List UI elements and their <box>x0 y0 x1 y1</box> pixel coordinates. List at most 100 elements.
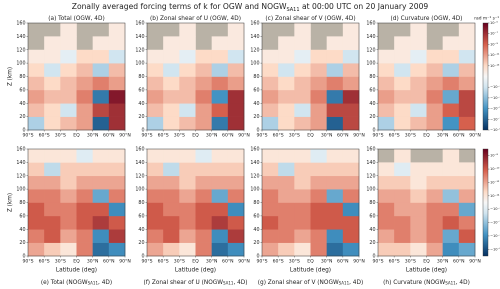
heat-cell <box>442 36 460 51</box>
colorbar-tick-label: 10⁻¹¹ <box>490 53 500 57</box>
heat-cell <box>108 76 126 91</box>
heat-cell <box>310 202 327 217</box>
heat-cell <box>262 116 279 131</box>
y-tick-label: 40 <box>19 227 25 233</box>
y-tick-label: 120 <box>135 173 144 179</box>
heat-cell <box>163 189 180 203</box>
suptitle-part: at 00:00 UTC on 20 January 2009 <box>300 2 429 11</box>
y-tick-label: 40 <box>253 101 259 107</box>
heat-cell <box>76 63 93 77</box>
heat-cell <box>294 189 311 203</box>
heat-cell <box>294 63 311 77</box>
panel-title: (a) Total (OGW, 4D) <box>48 16 104 22</box>
heat-cell <box>163 49 180 64</box>
heat-cell <box>458 116 476 131</box>
heat-cell <box>44 215 61 230</box>
colorbar-tick-label: 10⁻¹⁰ <box>490 167 500 171</box>
y-tick-label: 80 <box>369 74 375 80</box>
heat-cell <box>108 189 126 203</box>
y-tick-label: 60 <box>138 87 144 93</box>
x-tick-label: 30°S <box>405 259 416 265</box>
heat-cell <box>294 49 311 64</box>
y-tick-label: 160 <box>250 147 259 153</box>
heat-cell <box>76 149 93 163</box>
colorbar-tick-label: −10⁻⁹ <box>490 107 500 111</box>
heat-cell <box>44 36 61 51</box>
heat-cell <box>92 189 110 203</box>
heat-cell <box>394 229 411 243</box>
heat-cell <box>227 202 245 217</box>
x-tick-label: 30°S <box>174 133 185 139</box>
heat-cell <box>294 229 311 243</box>
heat-cell <box>60 76 77 91</box>
colorbar-label: rad m⁻¹ s⁻¹ <box>474 16 499 22</box>
heat-cell <box>278 116 295 131</box>
heat-cell <box>60 242 77 257</box>
x-tick-label: 90°S <box>141 133 152 139</box>
colorbar-tick-label: 10⁻¹³ <box>490 64 500 68</box>
y-tick-label: 100 <box>250 187 259 193</box>
heat-cell <box>60 175 77 190</box>
x-tick-label: EQ <box>423 259 430 265</box>
colorbar-tick-label: 10⁻¹² <box>490 180 500 184</box>
heat-cell <box>108 103 126 117</box>
heat-cell <box>179 49 196 64</box>
heat-cell <box>410 36 427 51</box>
panel-title-part: (g) Zonal shear of V (NOGW <box>258 280 339 286</box>
heat-cell <box>294 202 311 217</box>
heat-cell <box>326 215 344 230</box>
heat-cell <box>28 76 45 91</box>
heat-cell <box>60 103 77 117</box>
heat-cell <box>326 149 344 163</box>
heat-cell <box>92 49 110 64</box>
heat-cell <box>458 23 476 37</box>
heat-cell <box>163 242 180 257</box>
heat-cell <box>426 215 443 230</box>
panel-title: (g) Zonal shear of V (NOGWSA11, 4D) <box>258 280 363 286</box>
heat-cell <box>147 175 164 190</box>
heat-cell <box>342 89 360 104</box>
heat-cell <box>458 63 476 77</box>
heat-cell <box>262 89 279 104</box>
heat-cell <box>310 242 327 257</box>
heat-cell <box>294 215 311 230</box>
heat-cell <box>211 242 229 257</box>
heat-cell <box>294 89 311 104</box>
heat-cell <box>458 215 476 230</box>
heat-cell <box>262 242 279 257</box>
heat-cell <box>227 175 245 190</box>
heat-cell <box>410 229 427 243</box>
y-tick-label: 60 <box>369 213 375 219</box>
y-tick-label: 160 <box>366 21 375 27</box>
y-tick-label: 120 <box>366 47 375 53</box>
y-tick-label: 100 <box>16 187 25 193</box>
heat-cell <box>195 76 212 91</box>
x-tick-label: EQ <box>423 133 430 139</box>
y-tick-label: 100 <box>366 61 375 67</box>
heat-cell <box>458 89 476 104</box>
heat-cell <box>108 49 126 64</box>
heat-cell <box>278 63 295 77</box>
x-tick-label: 90°N <box>119 259 131 265</box>
heat-cell <box>378 189 395 203</box>
panel-title-part: , 4D) <box>349 280 363 286</box>
heat-cell <box>342 149 360 163</box>
heat-cell <box>310 103 327 117</box>
x-tick-label: 30°N <box>437 133 449 139</box>
y-tick-label: 20 <box>369 114 375 120</box>
x-tick-label: 90°S <box>256 133 267 139</box>
heat-cell <box>163 103 180 117</box>
heat-cell <box>44 162 61 177</box>
heat-cell <box>310 63 327 77</box>
heat-cell <box>179 162 196 177</box>
x-tick-label: 90°S <box>22 259 33 265</box>
x-tick-label: EQ <box>192 133 199 139</box>
heat-cell <box>60 89 77 104</box>
heat-cell <box>60 149 77 163</box>
heat-cell <box>394 76 411 91</box>
y-tick-label: 40 <box>138 227 144 233</box>
heat-cell <box>378 242 395 257</box>
colorbar-tick-label: −10⁻¹¹ <box>490 96 500 100</box>
heat-cell <box>44 149 61 163</box>
y-axis-label: Z (km) <box>8 67 14 86</box>
